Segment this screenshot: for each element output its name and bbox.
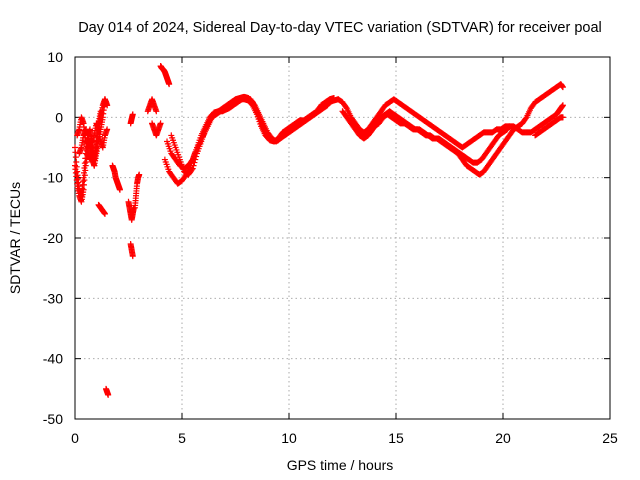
series-early-d xyxy=(76,96,111,169)
x-tick-label: 10 xyxy=(281,430,297,446)
data-point xyxy=(522,115,529,122)
data-points xyxy=(72,63,566,398)
x-tick-label: 0 xyxy=(71,430,79,446)
series-trace-i xyxy=(532,114,566,139)
y-tick-label: 10 xyxy=(47,49,63,65)
data-point xyxy=(116,186,123,193)
data-point xyxy=(342,104,349,111)
y-tick-label: -10 xyxy=(43,170,63,186)
series-fragment-7 xyxy=(103,385,112,398)
series-fragment-3 xyxy=(125,198,137,223)
series-trace-c xyxy=(161,95,331,187)
data-point xyxy=(166,81,173,88)
data-point xyxy=(559,114,566,121)
data-point xyxy=(182,172,189,179)
series-fragment-2 xyxy=(109,162,123,193)
data-point xyxy=(157,120,164,127)
chart-title: Day 014 of 2024, Sidereal Day-to-day VTE… xyxy=(78,20,602,36)
data-point xyxy=(504,126,511,133)
x-tick-label: 15 xyxy=(388,430,404,446)
data-point xyxy=(104,126,111,133)
y-tick-label: -20 xyxy=(43,230,63,246)
x-tick-label: 25 xyxy=(602,430,618,446)
series-trace-e xyxy=(339,108,517,178)
series-trace-d xyxy=(335,96,513,151)
data-point xyxy=(101,210,108,217)
y-axis-label: SDTVAR / TECUs xyxy=(7,182,23,294)
data-point xyxy=(105,391,112,398)
data-point xyxy=(323,102,330,109)
series-fragment-9 xyxy=(149,120,164,139)
plot-frame xyxy=(74,56,611,420)
series-fragment-5 xyxy=(127,111,136,127)
y-tick-label: -50 xyxy=(43,411,63,427)
data-point xyxy=(129,111,136,118)
data-point xyxy=(503,127,510,134)
data-point xyxy=(324,102,331,109)
y-tick-label: 0 xyxy=(55,109,63,125)
series-trace-g xyxy=(506,102,566,136)
y-tick-label: -30 xyxy=(43,290,63,306)
series-trace-h xyxy=(510,81,566,133)
x-tick-label: 20 xyxy=(495,430,511,446)
x-tick-label: 5 xyxy=(178,430,186,446)
axis-ticks: 0 5 10 15 20 25 -50 -40 -30 -20 -10 0 10 xyxy=(43,49,618,446)
y-tick-label: -40 xyxy=(43,351,63,367)
data-point xyxy=(189,165,196,172)
x-axis-label: GPS time / hours xyxy=(287,457,394,473)
data-point xyxy=(104,102,111,109)
grid-lines xyxy=(75,57,610,419)
data-point xyxy=(129,253,136,260)
data-point xyxy=(136,171,143,178)
series-fragment-8 xyxy=(144,96,160,115)
series-fragment-4 xyxy=(127,241,136,260)
series-trace-f xyxy=(350,111,511,166)
data-point xyxy=(559,84,566,91)
series-fragment-1 xyxy=(95,201,108,217)
series-fragment-6 xyxy=(131,171,143,211)
series-fragment-10 xyxy=(157,63,173,88)
data-point xyxy=(559,102,566,109)
data-point xyxy=(153,108,160,115)
data-point xyxy=(250,101,257,108)
